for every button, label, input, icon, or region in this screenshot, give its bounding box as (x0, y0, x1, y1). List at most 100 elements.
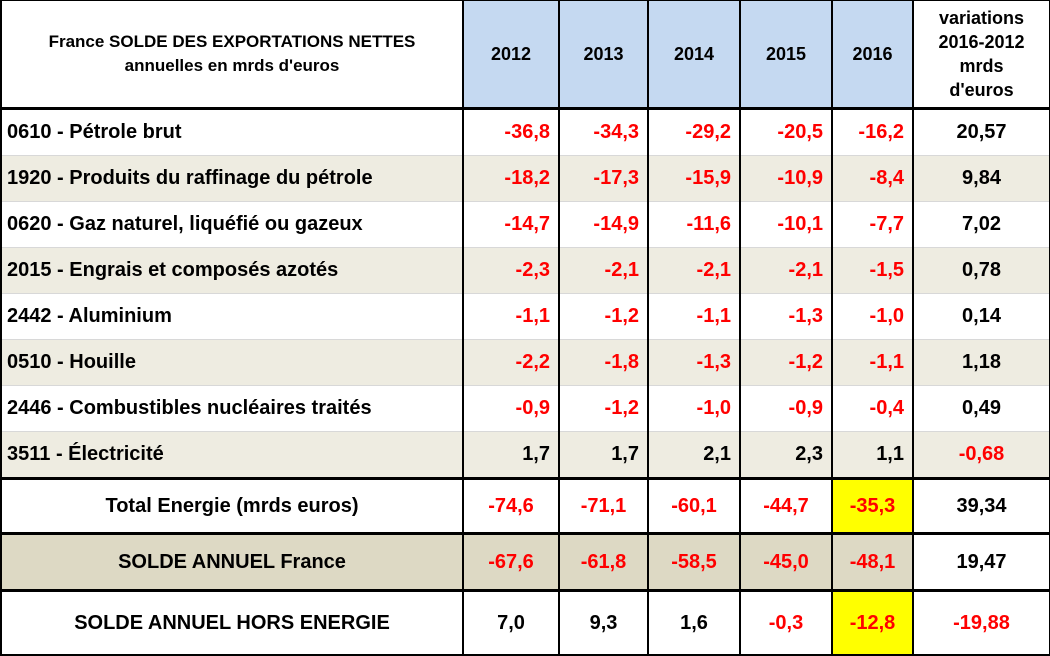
row-label: Total Energie (mrds euros) (0, 478, 464, 535)
value-cell-2013: -61,8 (558, 533, 649, 592)
value-cell-2013: -1,8 (558, 339, 649, 386)
value-cell-2016: -0,4 (831, 385, 914, 432)
value-cell-2016: -35,3 (831, 478, 914, 535)
value-cell-2012: -36,8 (462, 108, 560, 156)
value-cell-2014: -2,1 (647, 247, 741, 294)
table-row: 2446 - Combustibles nucléaires traités -0… (0, 385, 1050, 432)
value-cell-2015: -1,3 (739, 293, 833, 340)
value-cell-2015: -0,3 (739, 590, 833, 656)
table-row: 0610 - Pétrole brut -36,8 -34,3 -29,2 -20,5-… (0, 108, 1050, 156)
value-cell-2016: -1,0 (831, 293, 914, 340)
title-line-1: France SOLDE DES EXPORTATIONS NETTES (48, 32, 416, 51)
table-row: SOLDE ANNUEL HORS ENERGIE 7,0 9,3 1,6 -0,3 -1… (0, 590, 1050, 656)
value-cell-2012: -67,6 (462, 533, 560, 592)
year-header-2016: 2016 (831, 0, 914, 110)
variation-header-line: variations (938, 8, 1025, 28)
row-label: 3511 - Électricité (0, 431, 464, 480)
value-cell-2015: 2,3 (739, 431, 833, 480)
value-cell-2016: -1,1 (831, 339, 914, 386)
value-cell-2015: -1,2 (739, 339, 833, 386)
value-cell-2015: -20,5 (739, 108, 833, 156)
row-label: 1920 - Produits du raffinage du pétrole (0, 155, 464, 202)
value-cell-2016: -16,2 (831, 108, 914, 156)
variation-cell: -19,88 (912, 590, 1050, 656)
value-cell-2015: -44,7 (739, 478, 833, 535)
variation-cell: 9,84 (912, 155, 1050, 202)
value-cell-2015: -10,1 (739, 201, 833, 248)
value-cell-2013: -34,3 (558, 108, 649, 156)
row-label: SOLDE ANNUEL France (0, 533, 464, 592)
value-cell-2014: -58,5 (647, 533, 741, 592)
year-header-2012: 2012 (462, 0, 560, 110)
row-label: SOLDE ANNUEL HORS ENERGIE (0, 590, 464, 656)
variation-cell: 0,49 (912, 385, 1050, 432)
value-cell-2014: -1,0 (647, 385, 741, 432)
value-cell-2013: -1,2 (558, 385, 649, 432)
table-row: 1920 - Produits du raffinage du pétrole -… (0, 155, 1050, 202)
table-row: Total Energie (mrds euros) -74,6 -71,1 -60,… (0, 478, 1050, 535)
value-cell-2014: -1,1 (647, 293, 741, 340)
value-cell-2013: -14,9 (558, 201, 649, 248)
header-row: France SOLDE DES EXPORTATIONS NETTES annu… (0, 0, 1050, 110)
value-cell-2013: -17,3 (558, 155, 649, 202)
variation-cell: 0,14 (912, 293, 1050, 340)
variation-cell: -0,68 (912, 431, 1050, 480)
value-cell-2014: -11,6 (647, 201, 741, 248)
variation-header-line: d'euros (949, 80, 1014, 100)
value-cell-2014: -1,3 (647, 339, 741, 386)
year-header-2015: 2015 (739, 0, 833, 110)
value-cell-2012: 1,7 (462, 431, 560, 480)
variation-cell: 20,57 (912, 108, 1050, 156)
value-cell-2012: -18,2 (462, 155, 560, 202)
table-row: 0510 - Houille -2,2 -1,8 -1,3 -1,2 -1,1 1,18 (0, 339, 1050, 386)
variation-cell: 19,47 (912, 533, 1050, 592)
value-cell-2016: -1,5 (831, 247, 914, 294)
value-cell-2015: -2,1 (739, 247, 833, 294)
value-cell-2016: 1,1 (831, 431, 914, 480)
value-cell-2014: 1,6 (647, 590, 741, 656)
value-cell-2013: -71,1 (558, 478, 649, 535)
value-cell-2015: -45,0 (739, 533, 833, 592)
table-row: 3511 - Électricité 1,7 1,7 2,1 2,3 1,1 -0,68 (0, 431, 1050, 480)
row-label: 2446 - Combustibles nucléaires traités (0, 385, 464, 432)
value-cell-2012: -1,1 (462, 293, 560, 340)
value-cell-2014: 2,1 (647, 431, 741, 480)
value-cell-2014: -29,2 (647, 108, 741, 156)
row-label: 0510 - Houille (0, 339, 464, 386)
value-cell-2013: -1,2 (558, 293, 649, 340)
year-header-2014: 2014 (647, 0, 741, 110)
variation-header-line: mrds (959, 56, 1004, 76)
table-row: 0620 - Gaz naturel, liquéfié ou gazeux -1… (0, 201, 1050, 248)
variation-cell: 0,78 (912, 247, 1050, 294)
variation-cell: 7,02 (912, 201, 1050, 248)
value-cell-2015: -0,9 (739, 385, 833, 432)
value-cell-2016: -12,8 (831, 590, 914, 656)
value-cell-2016: -48,1 (831, 533, 914, 592)
value-cell-2012: -0,9 (462, 385, 560, 432)
variation-header-line: 2016-2012 (938, 32, 1025, 52)
value-cell-2012: 7,0 (462, 590, 560, 656)
table-row: SOLDE ANNUEL France -67,6 -61,8 -58,5 -45,0-… (0, 533, 1050, 592)
row-label: 0610 - Pétrole brut (0, 108, 464, 156)
value-cell-2012: -14,7 (462, 201, 560, 248)
value-cell-2012: -2,3 (462, 247, 560, 294)
year-header-2013: 2013 (558, 0, 649, 110)
title-line-2: annuelles en mrds d'euros (124, 56, 340, 75)
row-label: 2442 - Aluminium (0, 293, 464, 340)
value-cell-2016: -7,7 (831, 201, 914, 248)
variation-cell: 39,34 (912, 478, 1050, 535)
table-row: 2442 - Aluminium -1,1 -1,2 -1,1 -1,3 -1,0 0,14 (0, 293, 1050, 340)
value-cell-2014: -15,9 (647, 155, 741, 202)
variation-cell: 1,18 (912, 339, 1050, 386)
row-label: 2015 - Engrais et composés azotés (0, 247, 464, 294)
value-cell-2016: -8,4 (831, 155, 914, 202)
table-row: 2015 - Engrais et composés azotés -2,3 -2,… (0, 247, 1050, 294)
value-cell-2013: 9,3 (558, 590, 649, 656)
value-cell-2012: -74,6 (462, 478, 560, 535)
value-cell-2012: -2,2 (462, 339, 560, 386)
variation-header: variations 2016-2012 mrds d'euros (912, 0, 1050, 110)
value-cell-2015: -10,9 (739, 155, 833, 202)
row-label: 0620 - Gaz naturel, liquéfié ou gazeux (0, 201, 464, 248)
